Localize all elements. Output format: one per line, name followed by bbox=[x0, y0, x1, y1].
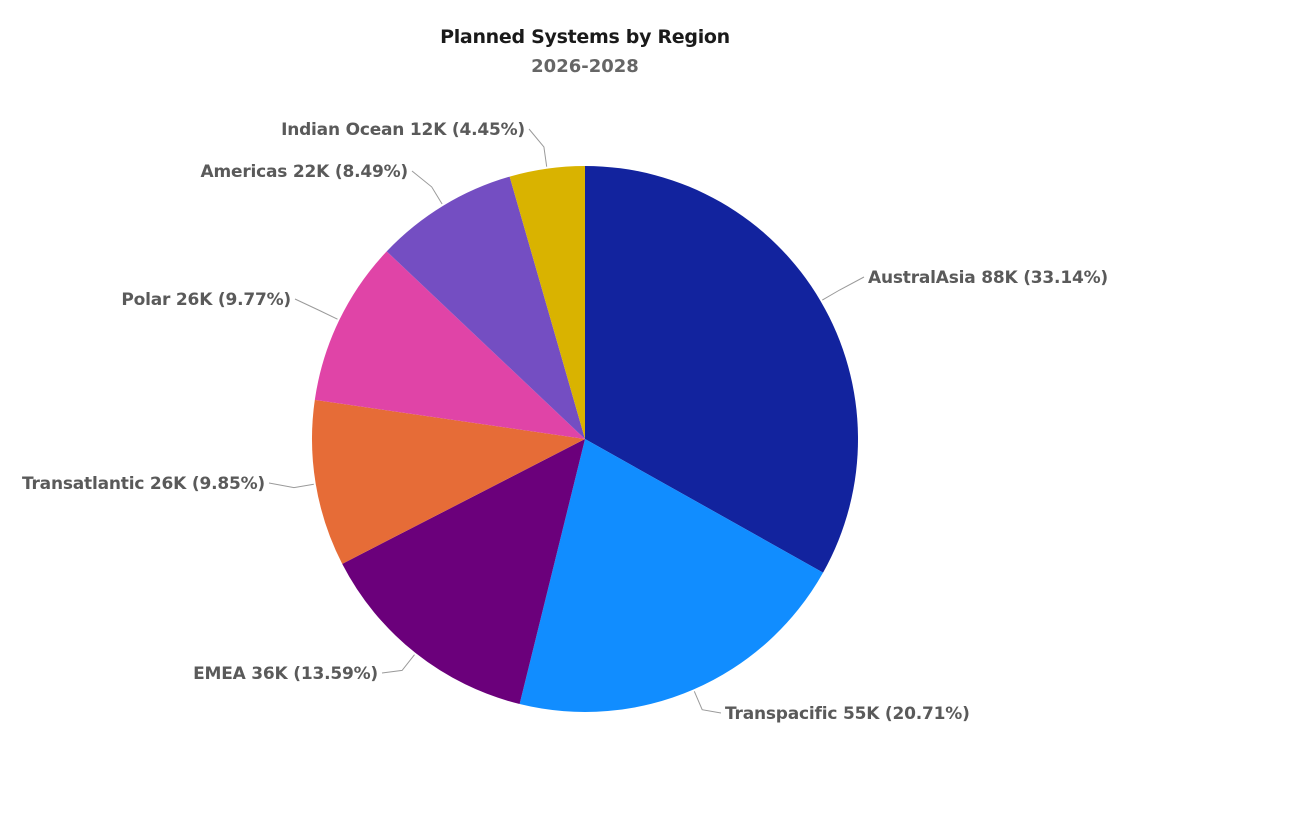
pie-slice-polar[interactable] bbox=[314, 251, 585, 439]
leader-line-transpacific bbox=[693, 691, 722, 714]
leader-line-indian-ocean bbox=[528, 128, 548, 167]
chart-title: Planned Systems by Region bbox=[440, 26, 730, 48]
pie-slice-australasia[interactable] bbox=[585, 166, 859, 573]
pie-slice-americas[interactable] bbox=[386, 176, 585, 439]
pie-slices bbox=[311, 166, 859, 713]
leader-line-emea bbox=[381, 654, 415, 674]
pie-slice-transpacific[interactable] bbox=[519, 439, 824, 713]
data-label-americas: Americas 22K (8.49%) bbox=[201, 162, 408, 182]
data-label-indian-ocean: Indian Ocean 12K (4.45%) bbox=[281, 120, 525, 140]
data-label-polar: Polar 26K (9.77%) bbox=[121, 290, 291, 310]
chart-subtitle: 2026-2028 bbox=[531, 56, 639, 77]
pie-slice-indian-ocean[interactable] bbox=[509, 166, 585, 439]
data-label-transatlantic: Transatlantic 26K (9.85%) bbox=[22, 474, 265, 494]
data-label-emea: EMEA 36K (13.59%) bbox=[193, 664, 378, 684]
pie-slice-emea[interactable] bbox=[342, 439, 585, 705]
leader-lines bbox=[268, 128, 865, 714]
data-label-transpacific: Transpacific 55K (20.71%) bbox=[725, 704, 970, 724]
leader-line-americas bbox=[411, 170, 443, 205]
leader-line-transatlantic bbox=[268, 482, 314, 489]
pie-slice-transatlantic[interactable] bbox=[311, 399, 585, 564]
leader-line-polar bbox=[294, 298, 338, 320]
leader-line-australasia bbox=[822, 276, 865, 301]
data-labels: AustralAsia 88K (33.14%) Transpacific 55K… bbox=[22, 120, 1108, 724]
data-label-australasia: AustralAsia 88K (33.14%) bbox=[868, 268, 1108, 288]
